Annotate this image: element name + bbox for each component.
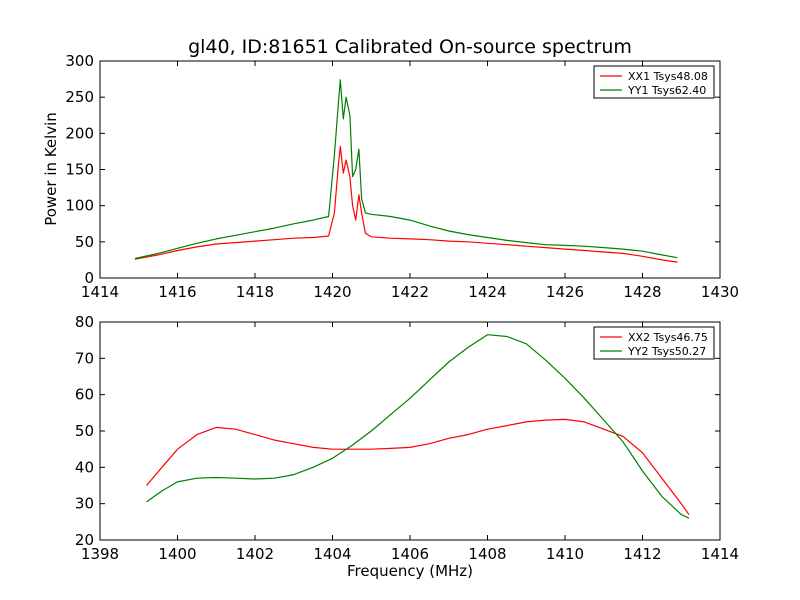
bottom-plot-y-tick-label: 60: [75, 386, 94, 404]
top-plot-x-tick-label: 1428: [623, 283, 661, 301]
bottom-plot-x-tick-label: 1412: [623, 545, 661, 563]
figure-title: gl40, ID:81651 Calibrated On-source spec…: [188, 36, 632, 58]
bottom-plot-series-line-xx2: [146, 418, 690, 515]
top-plot-panel: 1414 1416 1418 1420 1422 1424 1426 1428 1430 0 50 1…: [65, 52, 739, 301]
top-plot-x-tick-label: 1426: [546, 283, 584, 301]
bottom-plot-x-tick-label: 1410: [546, 545, 584, 563]
top-plot-legend-label: YY1 Tsys62.40: [627, 84, 706, 97]
top-plot-x-tick-label: 1424: [468, 283, 506, 301]
top-plot-y-tick-label: 250: [65, 88, 94, 106]
bottom-plot-x-tick-label: 1400: [158, 545, 196, 563]
top-plot-y-tick-label: 200: [65, 124, 94, 142]
top-plot-legend-box: [593, 65, 715, 99]
bottom-plot-legend-label: YY2 Tsys50.27: [627, 345, 706, 358]
top-plot-x-tick-label: 1430: [701, 283, 739, 301]
bottom-plot-y-tick-label: 80: [75, 313, 94, 331]
bottom-plot-panel: 1398 1400 1402 1404 1406 1408 1410 1412 1414 20 30…: [75, 313, 739, 563]
top-plot-y-tick-label: 100: [65, 197, 94, 215]
top-plot-y-tick-label: 150: [65, 161, 94, 179]
bottom-plot-x-tick-label: 1398: [81, 545, 119, 563]
bottom-plot-y-tick-label: 20: [75, 531, 94, 549]
bottom-plot-y-tick-label: 50: [75, 422, 94, 440]
bottom-plot-x-tick-label: 1406: [391, 545, 429, 563]
bottom-plot-series-line-yy2: [146, 334, 690, 519]
bottom-plot-x-tick-label: 1408: [468, 545, 506, 563]
bottom-plot-x-axis-label: Frequency (MHz): [347, 562, 473, 580]
top-plot-y-axis-label: Power in Kelvin: [42, 112, 60, 226]
bottom-plot-x-tick-label: 1402: [236, 545, 274, 563]
top-plot-y-tick-label: 50: [75, 233, 94, 251]
bottom-plot-x-tick-label: 1414: [701, 545, 739, 563]
top-plot-y-tick-label: 0: [84, 269, 94, 287]
bottom-plot-y-tick-label: 70: [75, 349, 94, 367]
bottom-plot-legend-box: [593, 326, 715, 360]
top-plot-series-line-xx1: [134, 145, 678, 263]
top-plot-x-tick-label: 1416: [158, 283, 196, 301]
top-plot-x-tick-label: 1418: [236, 283, 274, 301]
bottom-plot-x-tick-label: 1404: [313, 545, 351, 563]
top-plot-x-tick-label: 1420: [313, 283, 351, 301]
bottom-plot-y-tick-label: 40: [75, 458, 94, 476]
bottom-plot-y-tick-label: 30: [75, 495, 94, 513]
top-plot-y-tick-label: 300: [65, 52, 94, 70]
top-plot-legend-label: XX1 Tsys48.08: [628, 70, 708, 83]
bottom-plot-legend-label: XX2 Tsys46.75: [628, 331, 708, 344]
top-plot-x-tick-label: 1422: [391, 283, 429, 301]
top-plot-x-tick-label: 1414: [81, 283, 119, 301]
top-plot-series-line-yy1: [134, 79, 678, 260]
